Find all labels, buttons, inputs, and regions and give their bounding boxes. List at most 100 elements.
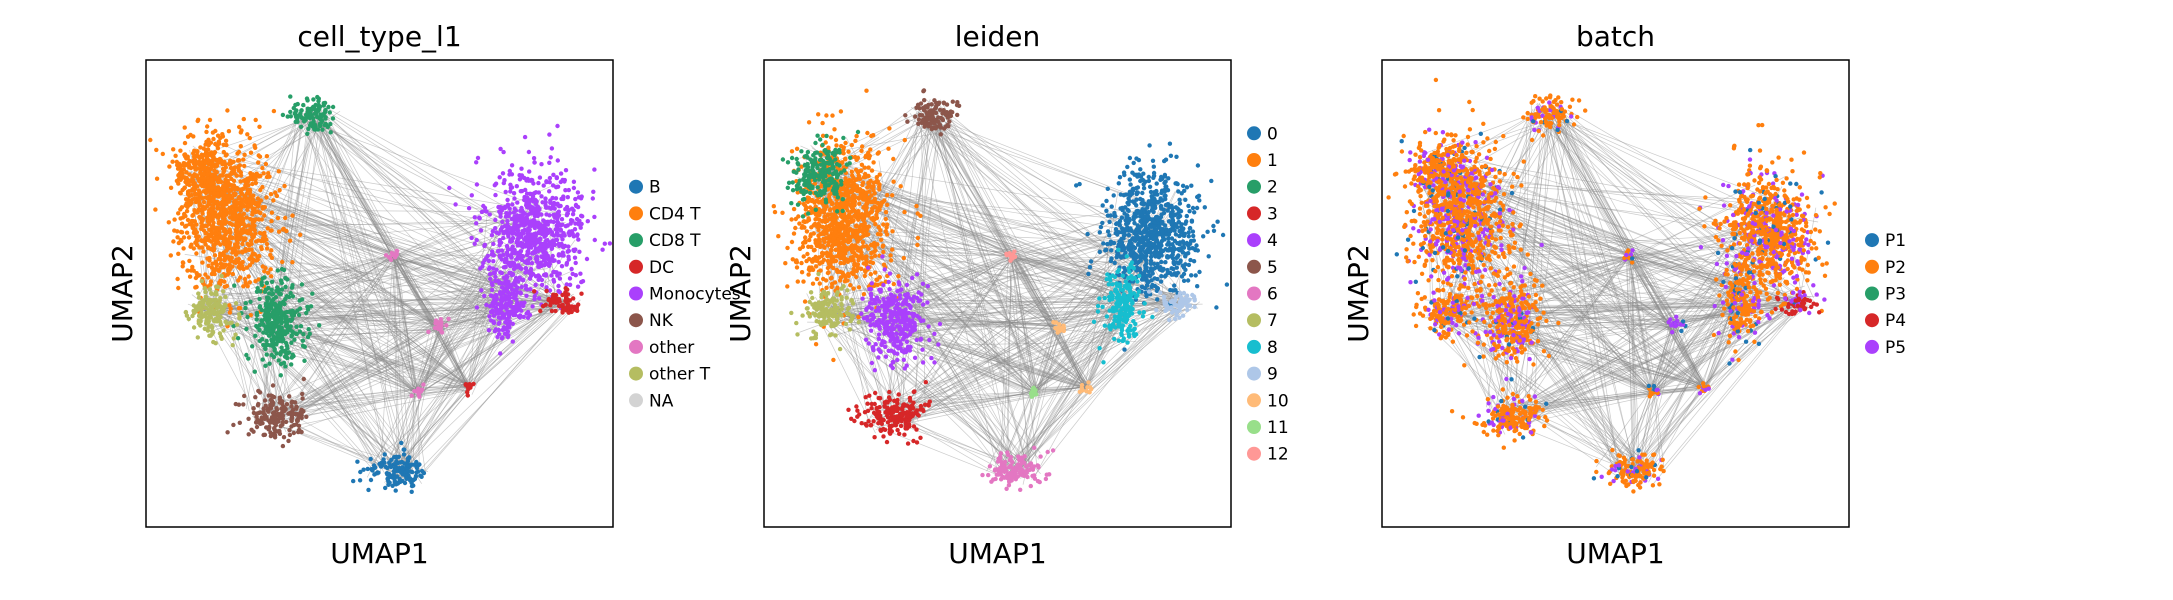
graph-edge xyxy=(320,125,557,214)
legend-label: NK xyxy=(649,311,674,331)
graph-edge xyxy=(274,315,448,325)
scatter-point xyxy=(562,179,567,184)
scatter-point xyxy=(259,280,264,285)
scatter-point xyxy=(187,189,192,194)
graph-edge xyxy=(468,209,489,384)
scatter-point xyxy=(783,261,788,266)
scatter-point xyxy=(148,137,153,143)
scatter-point xyxy=(192,165,197,170)
graph-edge xyxy=(273,259,394,410)
scatter-point xyxy=(238,179,243,184)
scatter-point xyxy=(263,363,268,368)
scatter-point xyxy=(563,298,568,304)
scatter-point xyxy=(166,220,171,225)
scatter-point xyxy=(930,115,936,120)
scatter-point xyxy=(190,212,196,218)
scatter-point xyxy=(215,203,220,208)
scatter-point xyxy=(864,88,869,93)
scatter-point xyxy=(269,248,274,253)
scatter-point xyxy=(890,229,895,234)
scatter-point xyxy=(211,308,217,314)
graph-edge xyxy=(204,255,390,319)
scatter-point xyxy=(167,164,172,169)
scatter-point xyxy=(302,358,307,363)
scatter-point xyxy=(262,205,267,210)
scatter-point xyxy=(196,234,201,239)
graph-edge xyxy=(283,258,396,416)
scatter-point xyxy=(221,142,226,147)
graph-edge xyxy=(251,220,509,307)
scatter-point xyxy=(191,310,197,316)
graph-edge xyxy=(293,117,443,331)
scatter-point xyxy=(247,135,252,141)
scatter-point xyxy=(392,480,397,485)
scatter-point xyxy=(264,352,269,357)
scatter-point xyxy=(200,196,205,201)
scatter-point xyxy=(511,263,517,269)
scatter-point xyxy=(801,279,806,284)
scatter-point xyxy=(200,217,205,222)
scatter-point xyxy=(230,184,235,189)
scatter-point xyxy=(535,213,540,219)
scatter-point xyxy=(175,229,180,234)
scatter-point xyxy=(539,282,545,288)
scatter-point xyxy=(215,302,220,307)
scatter-point xyxy=(529,223,534,228)
scatter-point xyxy=(511,191,517,196)
scatter-point xyxy=(265,297,270,303)
scatter-point xyxy=(806,120,812,125)
scatter-point xyxy=(537,175,543,180)
scatter-point xyxy=(929,102,934,107)
scatter-point xyxy=(308,304,314,309)
scatter-point xyxy=(179,221,185,226)
graph-edge xyxy=(310,108,441,326)
graph-edge xyxy=(192,145,433,326)
graph-edge xyxy=(394,256,416,392)
scatter-point xyxy=(327,110,332,115)
scatter-point xyxy=(607,241,613,246)
scatter-point xyxy=(474,221,479,226)
scatter-point xyxy=(585,219,590,224)
scatter-point xyxy=(520,254,526,259)
scatter-point xyxy=(874,178,880,183)
scatter-point xyxy=(241,211,247,216)
scatter-point xyxy=(482,293,487,299)
scatter-point xyxy=(289,333,295,338)
scatter-point xyxy=(531,156,537,161)
scatter-point xyxy=(249,247,254,252)
scatter-point xyxy=(207,303,212,308)
scatter-point xyxy=(500,335,505,340)
scatter-point xyxy=(849,142,854,148)
scatter-point xyxy=(579,221,584,227)
scatter-point xyxy=(223,153,229,158)
graph-edge xyxy=(415,383,467,397)
scatter-point xyxy=(215,143,220,149)
scatter-point xyxy=(220,166,226,172)
scatter-point xyxy=(503,264,508,270)
scatter-point xyxy=(303,112,309,118)
scatter-point xyxy=(288,109,293,115)
scatter-point xyxy=(269,274,274,279)
scatter-point xyxy=(300,343,306,348)
scatter-point xyxy=(536,225,542,230)
scatter-point xyxy=(308,121,313,126)
scatter-point xyxy=(214,263,219,268)
scatter-point xyxy=(394,248,399,254)
scatter-point xyxy=(209,291,214,296)
scatter-point xyxy=(287,238,293,243)
scatter-point xyxy=(238,170,244,175)
graph-edge xyxy=(392,253,471,387)
scatter-point xyxy=(508,284,514,289)
scatter-point xyxy=(491,259,496,264)
scatter-point xyxy=(275,419,281,424)
graph-edge xyxy=(393,258,439,327)
scatter-point xyxy=(171,147,176,152)
scatter-point xyxy=(538,308,543,314)
scatter-point xyxy=(575,232,580,237)
graph-edge xyxy=(316,121,509,312)
scatter-point xyxy=(268,329,273,334)
scatter-point xyxy=(261,406,266,411)
scatter-point xyxy=(240,250,245,255)
graph-edge xyxy=(264,314,452,331)
scatter-point xyxy=(573,196,578,202)
